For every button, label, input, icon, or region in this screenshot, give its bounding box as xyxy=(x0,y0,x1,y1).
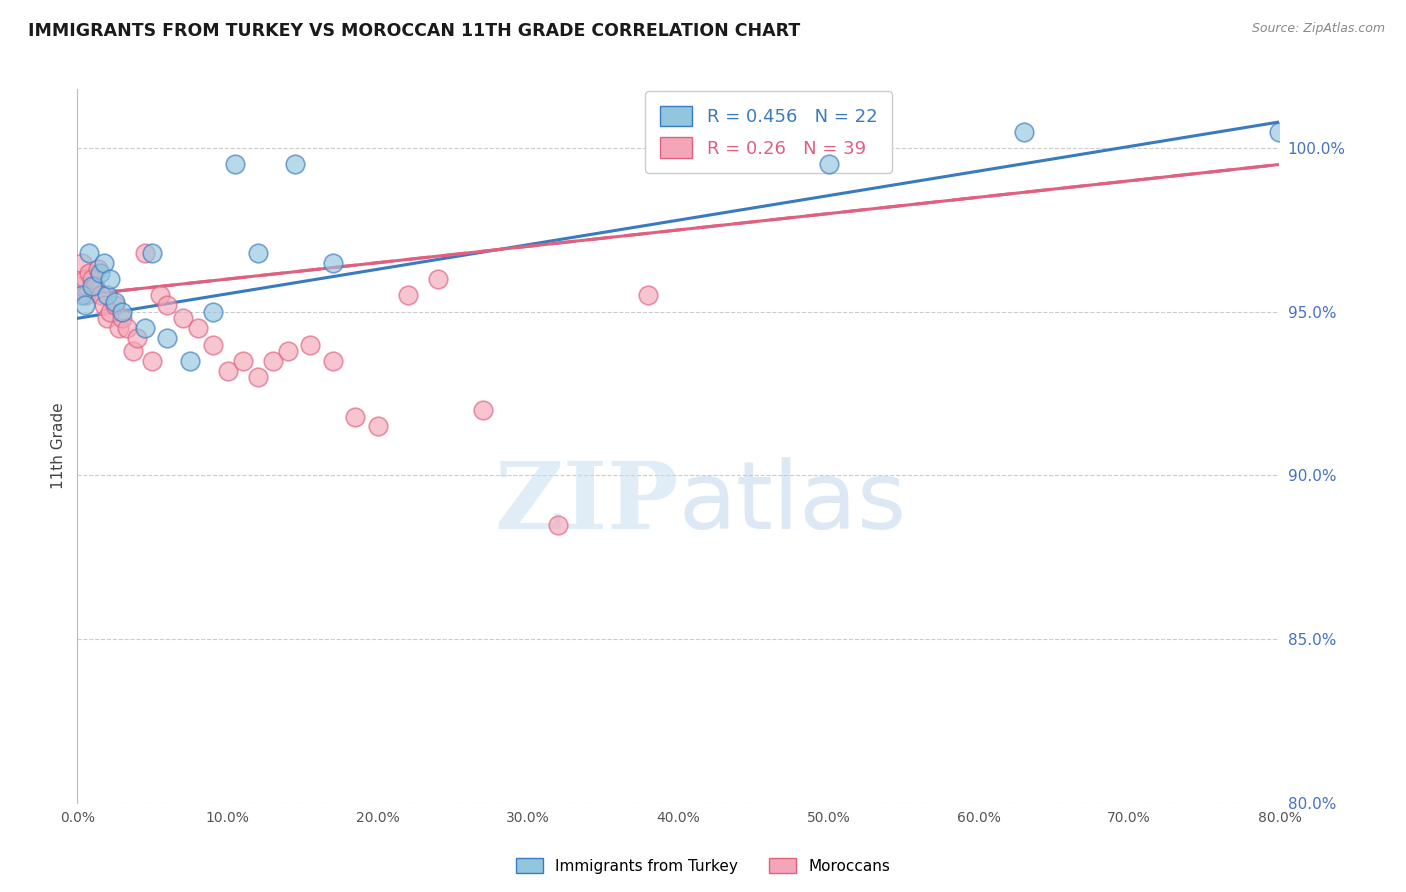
Point xyxy=(156,298,179,312)
Point xyxy=(100,272,122,286)
Point xyxy=(108,321,131,335)
Point xyxy=(149,288,172,302)
Point xyxy=(75,288,97,302)
Text: ZIP: ZIP xyxy=(494,458,679,548)
Text: IMMIGRANTS FROM TURKEY VS MOROCCAN 11TH GRADE CORRELATION CHART: IMMIGRANTS FROM TURKEY VS MOROCCAN 11TH … xyxy=(28,22,800,40)
Point xyxy=(73,272,96,286)
Point xyxy=(156,331,179,345)
Point xyxy=(217,364,239,378)
Point xyxy=(367,419,389,434)
Point xyxy=(201,305,224,319)
Point xyxy=(79,266,101,280)
Point xyxy=(322,354,344,368)
Point xyxy=(134,245,156,260)
Legend: R = 0.456   N = 22, R = 0.26   N = 39: R = 0.456 N = 22, R = 0.26 N = 39 xyxy=(645,91,891,172)
Point xyxy=(93,298,115,312)
Point xyxy=(87,262,110,277)
Point xyxy=(396,288,419,302)
Y-axis label: 11th Grade: 11th Grade xyxy=(51,402,66,490)
Point xyxy=(84,278,107,293)
Point xyxy=(1012,125,1035,139)
Point xyxy=(134,321,156,335)
Point xyxy=(246,370,269,384)
Point xyxy=(637,288,659,302)
Point xyxy=(82,272,104,286)
Point xyxy=(1268,125,1291,139)
Point xyxy=(111,311,134,326)
Point xyxy=(73,298,96,312)
Point xyxy=(70,255,93,269)
Text: Source: ZipAtlas.com: Source: ZipAtlas.com xyxy=(1251,22,1385,36)
Point xyxy=(232,354,254,368)
Point xyxy=(141,354,163,368)
Point xyxy=(179,354,201,368)
Point xyxy=(277,344,299,359)
Point xyxy=(90,288,112,302)
Point xyxy=(172,311,194,326)
Point xyxy=(547,517,569,532)
Point xyxy=(201,337,224,351)
Point xyxy=(111,305,134,319)
Point xyxy=(89,266,111,280)
Text: atlas: atlas xyxy=(679,457,907,549)
Point xyxy=(262,354,284,368)
Point xyxy=(141,245,163,260)
Point xyxy=(96,311,118,326)
Point xyxy=(186,321,209,335)
Point xyxy=(79,245,101,260)
Point xyxy=(82,278,104,293)
Point xyxy=(817,157,839,171)
Point xyxy=(93,255,115,269)
Point xyxy=(122,344,145,359)
Point xyxy=(299,337,322,351)
Point xyxy=(100,305,122,319)
Point xyxy=(224,157,246,171)
Point xyxy=(115,321,138,335)
Point xyxy=(246,245,269,260)
Point xyxy=(322,255,344,269)
Point xyxy=(69,278,91,293)
Point xyxy=(104,298,127,312)
Point xyxy=(344,409,367,424)
Point xyxy=(284,157,307,171)
Point xyxy=(104,295,127,310)
Point xyxy=(427,272,450,286)
Point xyxy=(472,403,495,417)
Point xyxy=(127,331,149,345)
Point xyxy=(96,288,118,302)
Point xyxy=(70,288,93,302)
Legend: Immigrants from Turkey, Moroccans: Immigrants from Turkey, Moroccans xyxy=(509,852,897,880)
